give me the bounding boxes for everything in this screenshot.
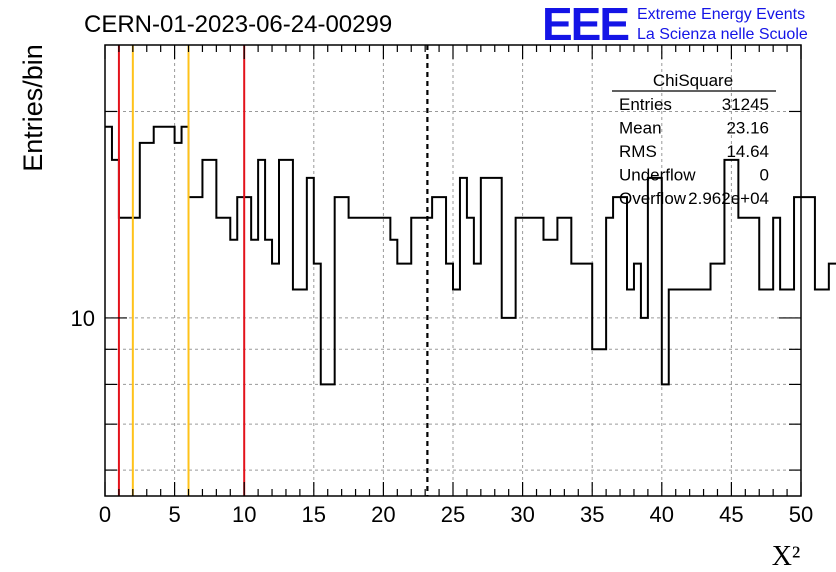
x-tick-label: 10 <box>232 502 256 527</box>
axes <box>104 44 802 497</box>
eee-logo: EEE <box>542 0 628 50</box>
x-tick-label: 5 <box>168 502 180 527</box>
stats-label-entries: Entries <box>619 95 672 114</box>
stats-value-overflow: 2.962e+04 <box>688 189 769 208</box>
x-tick-label: 25 <box>441 502 465 527</box>
histogram-series <box>105 125 836 386</box>
x-tick-label: 50 <box>789 502 813 527</box>
stats-title: ChiSquare <box>653 71 733 90</box>
y-axis-title: Entries/bin <box>18 44 48 172</box>
stats-label-rms: RMS <box>619 142 657 161</box>
stats-value-entries: 31245 <box>722 95 769 114</box>
run-title: CERN-01-2023-06-24-00299 <box>84 11 392 38</box>
x-tick-label: 20 <box>371 502 395 527</box>
stats-label-overflow: Overflow <box>619 189 687 208</box>
grid <box>105 45 801 496</box>
stats-box: ChiSquare Entries 31245 Mean 23.16 RMS 14.64 U… <box>612 71 776 208</box>
x-tick-label: 0 <box>99 502 111 527</box>
x-axis-title: X² <box>772 541 801 572</box>
stats-value-mean: 23.16 <box>726 119 769 138</box>
stats-label-underflow: Underflow <box>619 166 696 185</box>
vertical-markers <box>117 45 429 496</box>
histogram-line <box>105 125 836 386</box>
x-tick-labels: 0 5 10 15 20 25 30 35 40 45 50 <box>99 502 813 527</box>
stats-label-mean: Mean <box>619 119 662 138</box>
x-tick-label: 30 <box>510 502 534 527</box>
y-tick-label: 10 <box>71 306 95 331</box>
logo-subtitle-1: Extreme Energy Events <box>637 6 805 23</box>
x-tick-label: 15 <box>302 502 326 527</box>
x-tick-label: 35 <box>580 502 604 527</box>
y-tick-labels: 10 <box>71 306 95 331</box>
x-tick-label: 40 <box>650 502 674 527</box>
x-tick-label: 45 <box>719 502 743 527</box>
stats-value-underflow: 0 <box>760 166 769 185</box>
logo-subtitle-2: La Scienza nelle Scuole <box>637 26 808 43</box>
stats-value-rms: 14.64 <box>726 142 769 161</box>
